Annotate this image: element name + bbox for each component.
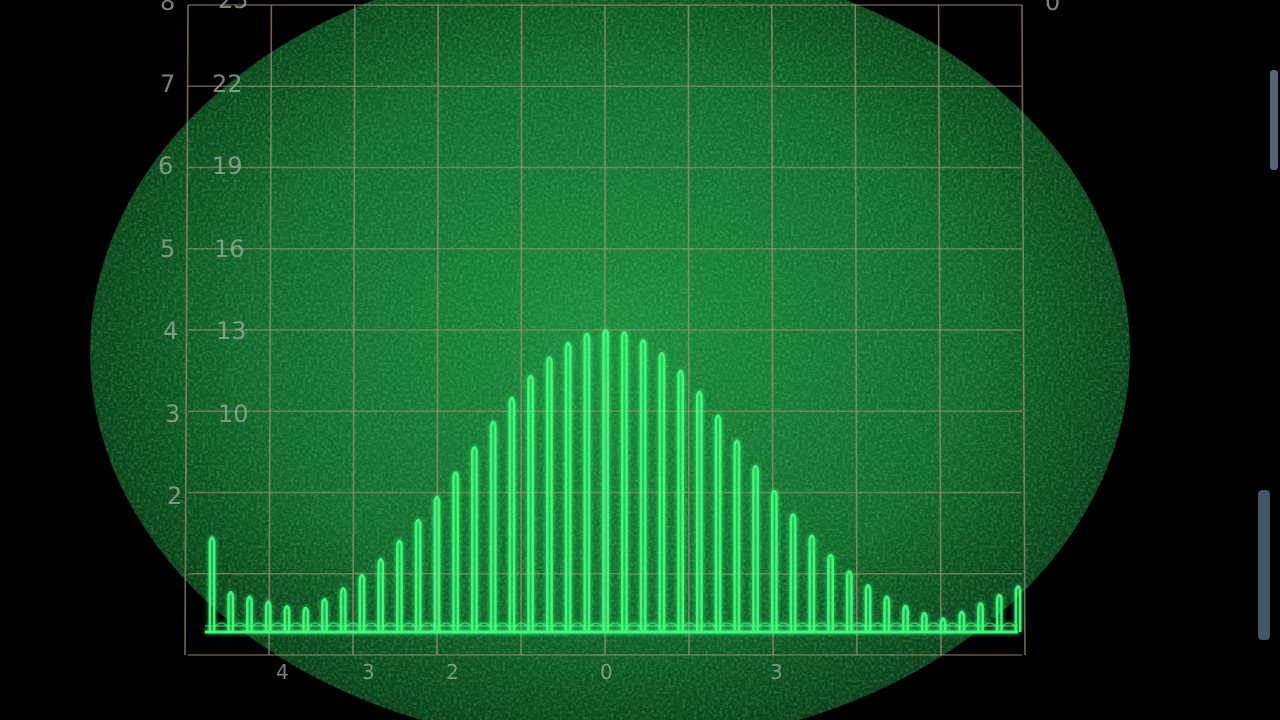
trace-pulse-cap — [227, 590, 235, 597]
trace-pulse-cap — [396, 539, 403, 545]
trace-pulse-cap — [714, 414, 722, 420]
right-scale-label: 22 — [212, 70, 243, 98]
corner-scale-label: 0 — [1045, 0, 1061, 16]
trace-pulse-cap — [845, 570, 853, 576]
trace-pulse-cap — [508, 396, 516, 402]
phosphor-grain — [90, 0, 1130, 720]
left-scale-label: 3 — [165, 400, 181, 428]
left-scale-label: 2 — [167, 482, 183, 510]
trace-pulse-cap — [246, 595, 253, 601]
trace-pulse-cap — [789, 513, 797, 519]
right-scale-label: 25 — [218, 0, 249, 14]
trace-pulse-cap — [621, 331, 628, 337]
right-scale-label: 10 — [218, 400, 249, 428]
bottom-scale-label: 2 — [446, 660, 459, 684]
trace-pulse-cap — [827, 553, 834, 559]
graticule-vertical-line — [184, 4, 189, 656]
trace-pulse-cap — [808, 534, 816, 540]
trace-pulse-cap — [283, 605, 291, 611]
trace-pulse-cap — [489, 420, 497, 426]
left-scale-label: 6 — [158, 152, 174, 180]
trace-pulse-cap — [208, 536, 216, 542]
trace-pulse-cap — [995, 593, 1003, 599]
trace-pulse-cap — [321, 597, 328, 604]
trace-pulse-cap — [658, 352, 666, 358]
trace-pulse-cap — [414, 518, 422, 524]
trace-pulse-cap — [920, 611, 928, 617]
signal-trace — [205, 328, 1022, 634]
left-scale-label: 5 — [160, 235, 176, 263]
graticule-vertical-line — [1021, 4, 1026, 656]
trace-pulse-cap — [733, 439, 741, 445]
left-scale-label: 8 — [160, 0, 176, 16]
right-scale-label: 16 — [214, 235, 245, 263]
trace-pulse-cap — [546, 356, 553, 362]
trace-pulse-cap — [377, 558, 385, 564]
bottom-scale-label: 3 — [362, 660, 375, 684]
trace-pulse-cap — [583, 332, 591, 338]
right-scale-label: 13 — [216, 317, 247, 345]
left-scale-label: 4 — [163, 317, 179, 345]
bottom-scale-label: 0 — [600, 660, 613, 684]
left-scale-label: 7 — [160, 70, 176, 98]
trace-pulse-cap — [939, 617, 947, 623]
trace-pulse-cap — [770, 489, 778, 495]
trace-pulse-cap — [902, 604, 909, 610]
trace-pulse-cap — [433, 495, 441, 501]
trace-pulse-cap — [864, 584, 872, 590]
trace-pulse-cap — [471, 445, 478, 452]
bottom-scale-label: 4 — [276, 660, 289, 684]
trace-pulse-cap — [752, 464, 759, 471]
trace-pulse-cap — [1014, 585, 1022, 591]
knob-glint-bottom — [1258, 490, 1270, 640]
trace-pulse-cap — [958, 610, 966, 616]
trace-pulse-cap — [264, 600, 272, 606]
trace-pulse-cap — [977, 602, 984, 608]
trace-pulse-cap — [339, 587, 347, 593]
trace-pulse-cap — [527, 374, 534, 380]
right-scale-label: 19 — [212, 152, 243, 180]
trace-pulse-cap — [302, 606, 310, 612]
trace-pulse-cap — [358, 573, 366, 579]
trace-pulse-cap — [639, 338, 647, 345]
knob-glint-top — [1270, 70, 1278, 170]
trace-pulse-cap — [883, 595, 891, 601]
trace-pulse-cap — [564, 341, 572, 347]
trace-pulse-cap — [696, 390, 703, 396]
trace-pulse-cap — [602, 328, 609, 335]
trace-pulse-cap — [452, 471, 460, 477]
bottom-scale-label: 3 — [770, 660, 783, 684]
trace-pulse-cap — [677, 369, 684, 375]
